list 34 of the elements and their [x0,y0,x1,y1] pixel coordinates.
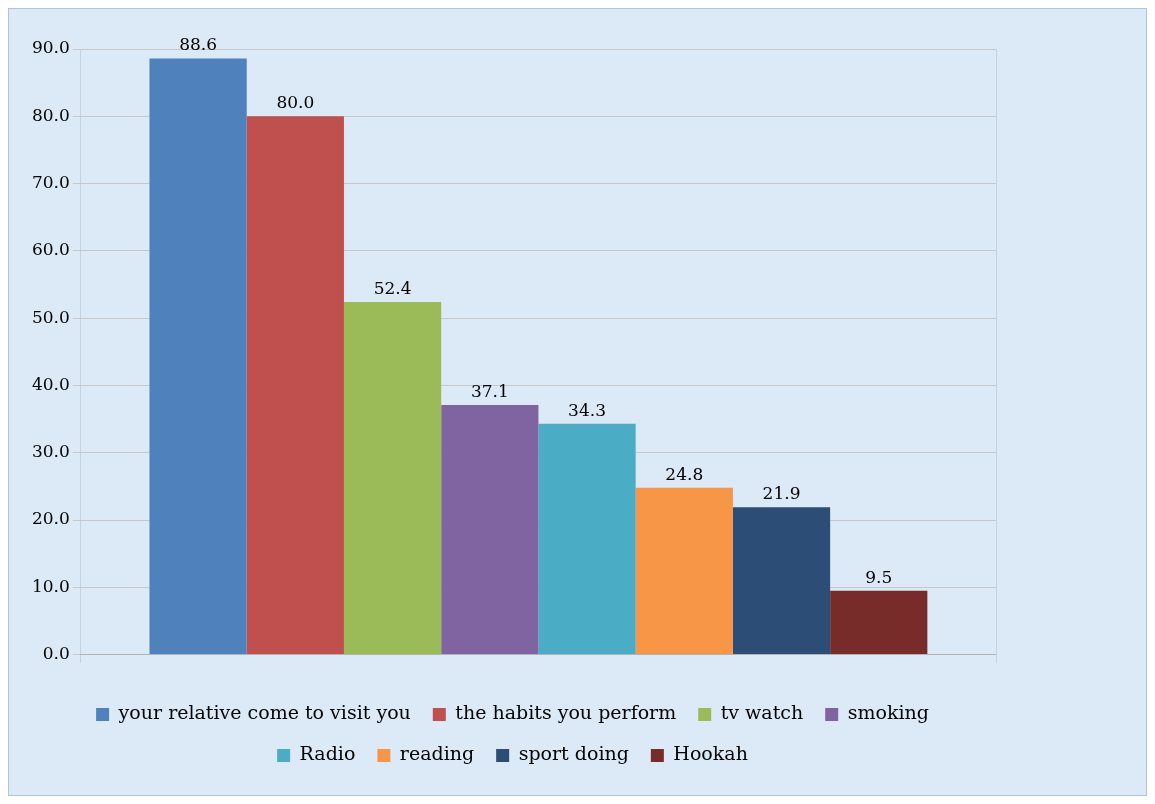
data-label: 37.1 [470,380,509,401]
bar [732,507,831,655]
y-tick-label: 90.0 [31,37,70,58]
legend-label: Radio [299,742,356,765]
legend-label: reading [399,742,475,765]
data-label: 80.0 [276,92,315,113]
legend-label: the habits you perform [455,701,677,724]
bar [343,302,442,655]
y-tick-label: 10.0 [31,575,70,596]
bar [246,116,344,655]
data-label: 21.9 [762,483,801,504]
legend-label: tv watch [720,701,804,724]
y-tick-label: 0.0 [42,643,70,664]
legend-label: your relative come to visit you [117,701,411,724]
y-tick-label: 60.0 [31,239,70,260]
bar [441,404,539,655]
bar [635,487,733,655]
data-label: 34.3 [568,399,606,420]
y-tick-label: 20.0 [31,508,70,529]
legend-label: sport doing [518,742,629,765]
data-label: 52.4 [373,277,412,298]
data-label: 88.6 [179,34,218,55]
y-tick-label: 50.0 [31,306,70,327]
y-tick-label: 80.0 [31,104,70,125]
data-label: 24.8 [665,463,704,484]
bar [149,58,247,655]
legend-label: smoking [847,701,929,724]
bar [538,423,636,655]
bar [830,590,928,655]
y-tick-label: 40.0 [31,373,70,394]
data-label: 9.5 [865,566,893,587]
y-tick-label: 30.0 [31,441,70,462]
legend-label: Hookah [673,742,748,765]
y-tick-label: 70.0 [31,172,70,192]
